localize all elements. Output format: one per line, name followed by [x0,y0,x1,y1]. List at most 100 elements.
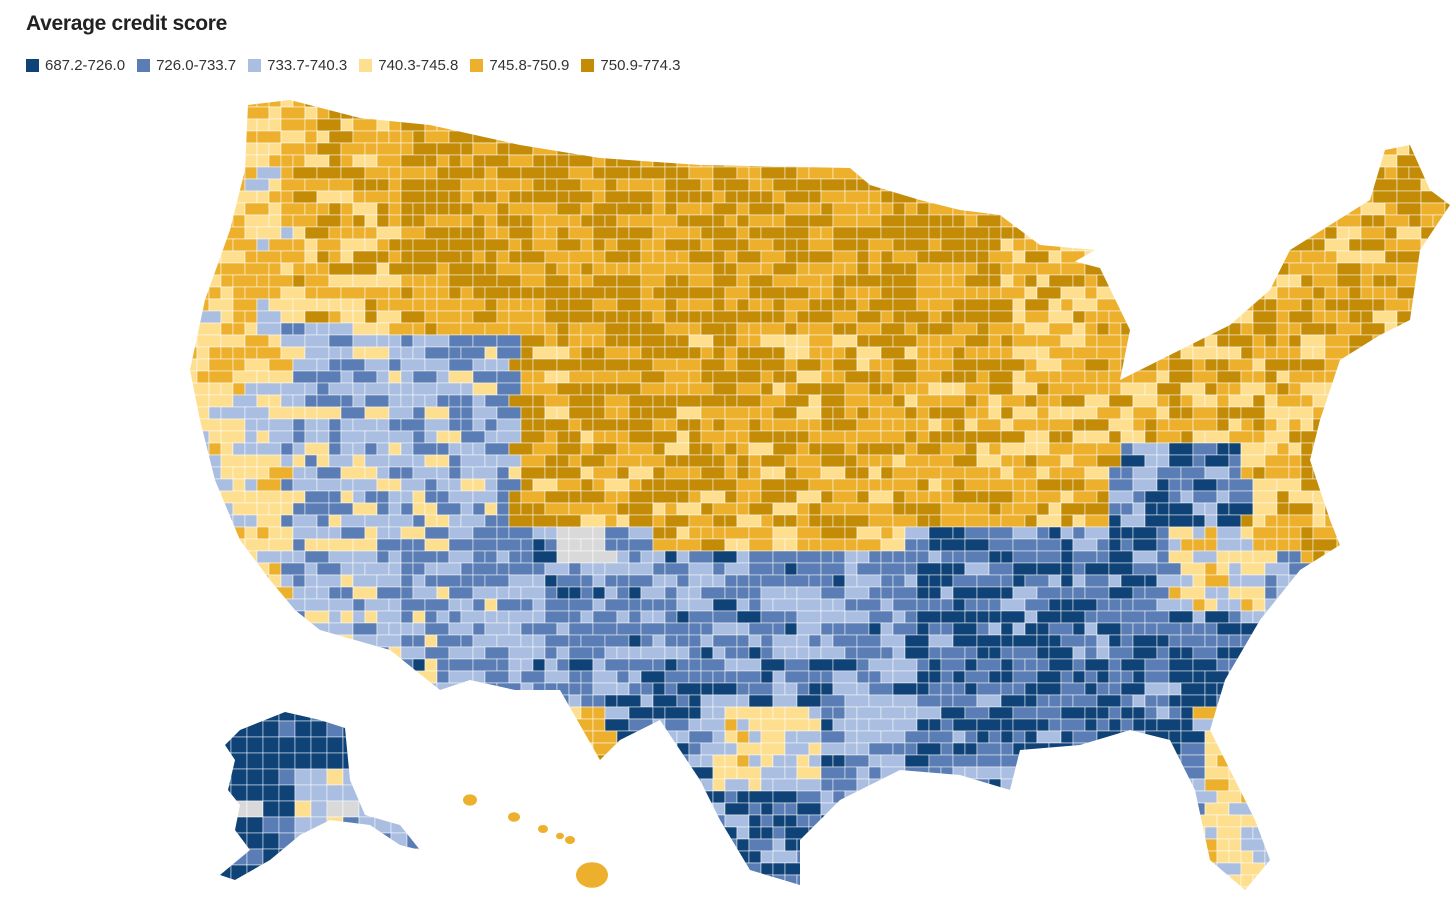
county-cell [988,526,1014,540]
county-cell [304,430,318,444]
county-cell [1108,814,1122,828]
county-cell [1372,262,1398,276]
county-cell [868,814,882,828]
county-cell [784,814,798,828]
county-cell [688,130,702,144]
county-cell [1072,838,1086,852]
county-cell [1276,658,1302,672]
county-cell [832,706,846,720]
county-cell [1420,850,1446,864]
county-cell [1444,586,1450,600]
county-cell [604,382,618,396]
county-cell [544,562,570,576]
county-cell [376,238,390,252]
county-cell [940,106,954,120]
county-cell [1108,778,1122,792]
county-cell [1336,262,1362,276]
county-cell [1384,130,1398,144]
county-cell [664,262,690,276]
county-cell [1276,106,1290,120]
county-cell [880,586,894,600]
county-cell [640,346,654,360]
county-cell [400,118,426,132]
county-cell [760,418,774,432]
county-cell [784,682,798,696]
county-cell [280,310,294,324]
county-cell [376,154,402,168]
county-cell [1408,106,1422,120]
county-cell [772,706,786,720]
county-cell [1192,394,1206,408]
county-cell [340,286,366,300]
county-cell [544,778,558,792]
county-cell [1024,370,1050,384]
county-cell [796,550,822,564]
county-cell [520,850,546,864]
county-cell [1024,430,1038,444]
county-cell [412,394,426,408]
county-cell [664,418,678,432]
county-cell [1072,190,1086,204]
county-cell [304,538,318,552]
county-cell [244,262,270,276]
county-cell [892,550,906,564]
county-cell [628,502,654,516]
county-cell [712,790,726,804]
county-cell [844,142,858,156]
county-cell [820,154,834,168]
county-cell [1204,130,1230,144]
county-cell [1444,550,1450,564]
county-cell [1012,826,1038,840]
county-cell [1192,202,1206,216]
county-cell [496,466,510,480]
county-cell [1372,802,1398,816]
county-cell [1000,670,1014,684]
county-cell [232,118,258,132]
county-cell [1420,550,1446,564]
county-cell [1120,202,1134,216]
county-cell [352,154,366,168]
county-cell [604,190,630,204]
county-cell [520,454,546,468]
county-cell [328,178,354,192]
county-cell [1384,502,1410,516]
county-cell [340,514,366,528]
county-cell [220,346,234,360]
county-cell [736,754,750,768]
county-cell [1204,850,1218,864]
county-cell [1048,646,1074,660]
county-cell [1444,238,1450,252]
county-cell [664,238,690,252]
county-cell [190,490,210,504]
county-cell [676,214,690,228]
county-cell [952,718,978,732]
county-cell [640,154,654,168]
county-cell [1336,658,1350,672]
county-cell [1144,574,1158,588]
county-cell [484,346,498,360]
county-cell [1240,226,1254,240]
county-cell [1144,382,1158,396]
county-cell [904,166,918,180]
county-cell [664,514,690,528]
county-cell [388,562,402,576]
county-cell [364,286,390,300]
county-cell [208,850,222,864]
county-cell [1132,562,1158,576]
county-cell [880,598,894,612]
county-cell [1228,646,1254,660]
county-cell [1396,262,1422,276]
county-cell [796,382,822,396]
county-cell [1396,430,1410,444]
county-cell [964,202,990,216]
county-cell [364,178,378,192]
county-cell [1096,718,1110,732]
county-cell [1276,514,1290,528]
county-cell [1060,118,1074,132]
county-cell [496,730,510,744]
county-cell [352,190,366,204]
county-cell [796,646,810,660]
county-cell [328,622,354,636]
county-cell [964,274,990,288]
county-cell [448,670,474,684]
